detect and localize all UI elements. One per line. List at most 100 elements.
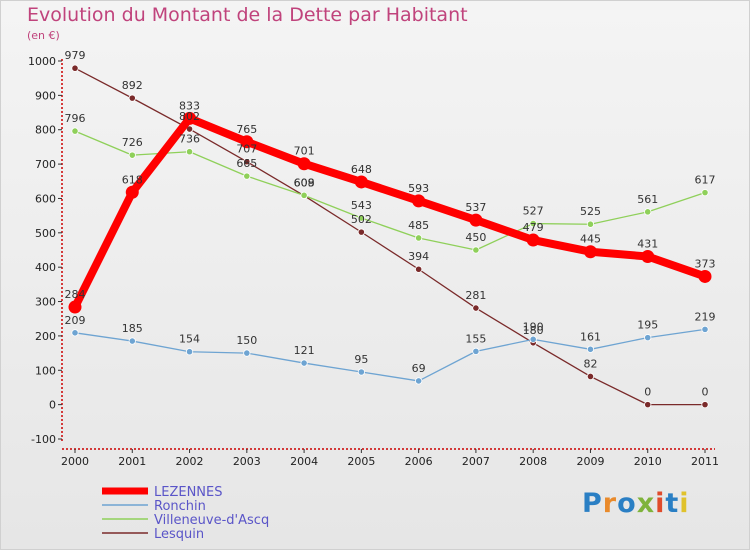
y-tick-label: 1000 — [28, 55, 56, 68]
data-label: 525 — [580, 205, 601, 218]
data-point-lezennes — [125, 185, 139, 199]
y-tick-label: 800 — [35, 124, 56, 137]
data-label: 121 — [294, 344, 315, 357]
data-label: 617 — [695, 174, 716, 187]
data-label: 648 — [351, 163, 372, 176]
data-point-lesquin — [472, 304, 480, 312]
data-label: 527 — [523, 205, 544, 218]
data-label: 479 — [523, 221, 544, 234]
data-point-villeneuve-d-ascq — [701, 189, 709, 197]
data-label: 69 — [412, 362, 426, 375]
data-label: 373 — [695, 257, 716, 270]
data-label: 180 — [523, 324, 544, 337]
data-label: 394 — [408, 250, 429, 263]
data-label: 537 — [465, 201, 486, 214]
data-label: 802 — [179, 110, 200, 123]
data-label: 155 — [465, 332, 486, 345]
series-line-lesquin — [74, 67, 705, 406]
data-point-lesquin — [586, 372, 595, 381]
data-label: 161 — [580, 330, 601, 343]
chart-title: Evolution du Montant de la Dette par Hab… — [27, 4, 468, 26]
y-tick-label: 300 — [35, 296, 56, 309]
data-point-villeneuve-d-ascq — [185, 148, 194, 156]
data-label: 726 — [122, 136, 143, 149]
legend-entry: Villeneuve-d'Ascq — [154, 513, 269, 528]
data-label: 0 — [702, 386, 709, 399]
y-tick-label: 400 — [35, 261, 56, 274]
data-label: 701 — [294, 145, 315, 158]
data-point-lezennes — [183, 111, 197, 125]
x-tick-label: 2000 — [61, 455, 89, 468]
data-label: 608 — [294, 177, 315, 190]
data-label: 502 — [351, 213, 372, 226]
series-line-lezennes — [71, 114, 707, 309]
axes: -100010020030040050060070080090010002000… — [28, 55, 719, 468]
data-label: 892 — [122, 79, 143, 92]
data-point-lesquin — [243, 158, 251, 166]
data-point-villeneuve-d-ascq — [586, 220, 595, 228]
x-tick-label: 2002 — [176, 455, 204, 468]
x-tick-label: 2001 — [118, 455, 146, 468]
data-label: 736 — [179, 133, 200, 146]
data-label: 485 — [408, 219, 429, 232]
y-tick-label: 600 — [35, 192, 56, 205]
y-tick-label: 200 — [35, 330, 56, 343]
data-label: 82 — [583, 357, 597, 370]
x-tick-label: 2010 — [634, 455, 662, 468]
data-point-villeneuve-d-ascq — [300, 191, 308, 199]
data-label: 281 — [465, 289, 486, 302]
data-point-ronchin — [701, 325, 709, 333]
data-point-lesquin — [415, 265, 423, 273]
data-label: 195 — [637, 319, 658, 332]
data-point-ronchin — [128, 337, 136, 345]
data-label: 431 — [637, 238, 658, 251]
data-label: 593 — [408, 182, 429, 195]
data-label: 833 — [179, 99, 200, 112]
y-tick-label: 700 — [35, 158, 56, 171]
data-label: 618 — [122, 173, 143, 186]
data-point-villeneuve-d-ascq — [529, 219, 537, 228]
data-point-ronchin — [357, 368, 365, 376]
data-point-ronchin — [472, 347, 480, 355]
data-label: 219 — [695, 310, 716, 323]
data-point-lezennes — [68, 300, 82, 314]
x-tick-label: 2005 — [347, 455, 375, 468]
data-point-lezennes — [641, 250, 655, 264]
data-point-villeneuve-d-ascq — [415, 234, 423, 242]
x-tick-label: 2007 — [462, 455, 490, 468]
legend-entry: Ronchin — [154, 499, 206, 514]
x-tick-label: 2008 — [519, 455, 547, 468]
data-point-ronchin — [185, 348, 194, 356]
data-point-ronchin — [300, 359, 308, 367]
data-label: 979 — [65, 49, 86, 62]
data-label: 185 — [122, 322, 143, 335]
data-point-villeneuve-d-ascq — [128, 151, 136, 159]
data-label: 707 — [236, 143, 257, 156]
data-point-lezennes — [240, 135, 254, 149]
data-point-villeneuve-d-ascq — [644, 208, 652, 216]
data-point-ronchin — [586, 345, 595, 353]
y-tick-label: 500 — [35, 227, 56, 240]
y-tick-label: -100 — [31, 433, 56, 446]
data-label: 190 — [523, 320, 544, 333]
data-point-villeneuve-d-ascq — [357, 214, 365, 222]
data-point-ronchin — [644, 334, 652, 342]
data-point-lesquin — [644, 401, 652, 409]
data-label: 450 — [465, 231, 486, 244]
data-point-villeneuve-d-ascq — [472, 246, 480, 254]
data-point-ronchin — [415, 377, 423, 385]
data-label: 209 — [65, 314, 86, 327]
data-point-lezennes — [698, 269, 712, 283]
data-label: 561 — [637, 193, 658, 206]
data-point-lezennes — [297, 157, 311, 171]
data-label: 95 — [354, 353, 368, 366]
series-line-villeneuve-d-ascq — [74, 130, 706, 251]
data-point-ronchin — [243, 349, 251, 357]
data-label: 609 — [294, 176, 315, 189]
x-tick-label: 2009 — [576, 455, 604, 468]
data-point-lezennes — [354, 175, 368, 189]
data-point-villeneuve-d-ascq — [243, 172, 251, 180]
